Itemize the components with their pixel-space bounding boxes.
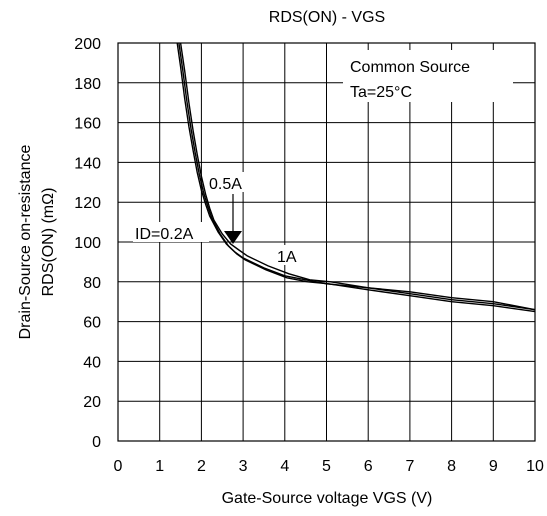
y-tick-labels: 0 20 40 60 80 100 120 140 160 180 200 bbox=[74, 36, 101, 451]
x-tick-label-2: 2 bbox=[197, 458, 206, 475]
y-axis-label-line2: RDS(ON) (mΩ) bbox=[40, 188, 57, 297]
x-tick-label-7: 7 bbox=[405, 458, 414, 475]
x-axis-label: Gate-Source voltage VGS (V) bbox=[222, 490, 433, 507]
y-tick-label-6: 120 bbox=[74, 195, 101, 212]
label-05a-bg bbox=[207, 172, 247, 192]
y-tick-label-1: 20 bbox=[83, 394, 101, 411]
x-tick-label-9: 9 bbox=[489, 458, 498, 475]
y-tick-label-2: 40 bbox=[83, 354, 101, 371]
y-tick-label-0: 0 bbox=[92, 434, 101, 451]
series-line-2 bbox=[179, 42, 536, 311]
x-tick-label-0: 0 bbox=[114, 458, 123, 475]
label-05a: 0.5A bbox=[209, 176, 242, 193]
series-lines bbox=[176, 42, 536, 313]
y-tick-label-3: 60 bbox=[83, 315, 101, 332]
x-tick-label-1: 1 bbox=[155, 458, 164, 475]
y-axis-label-line1: Drain-Source on-resistance bbox=[17, 145, 34, 340]
y-tick-label-9: 180 bbox=[74, 76, 101, 93]
x-tick-label-10: 10 bbox=[526, 458, 544, 475]
label-1a-bg bbox=[275, 245, 303, 265]
pointer-arrow-head bbox=[224, 231, 242, 244]
label-1a: 1A bbox=[277, 249, 297, 266]
chart-title: RDS(ON) - VGS bbox=[269, 9, 385, 26]
y-tick-label-10: 200 bbox=[74, 36, 101, 53]
temperature-label: Ta=25°C bbox=[350, 84, 412, 101]
y-tick-label-7: 140 bbox=[74, 155, 101, 172]
x-tick-label-4: 4 bbox=[280, 458, 289, 475]
y-tick-label-5: 100 bbox=[74, 235, 101, 252]
label-id02-bg bbox=[133, 222, 209, 242]
x-tick-label-6: 6 bbox=[364, 458, 373, 475]
x-tick-labels: 0 1 2 3 4 5 6 7 8 9 10 bbox=[114, 458, 544, 475]
y-tick-label-8: 160 bbox=[74, 116, 101, 133]
x-tick-label-8: 8 bbox=[447, 458, 456, 475]
common-source-box-bg bbox=[343, 50, 513, 102]
x-tick-label-5: 5 bbox=[322, 458, 331, 475]
common-source-label: Common Source bbox=[350, 59, 470, 76]
x-tick-label-3: 3 bbox=[239, 458, 248, 475]
plot-frame bbox=[117, 42, 536, 442]
series-line-1 bbox=[178, 42, 536, 313]
y-tick-label-4: 80 bbox=[83, 275, 101, 292]
label-id02: ID=0.2A bbox=[135, 226, 194, 243]
